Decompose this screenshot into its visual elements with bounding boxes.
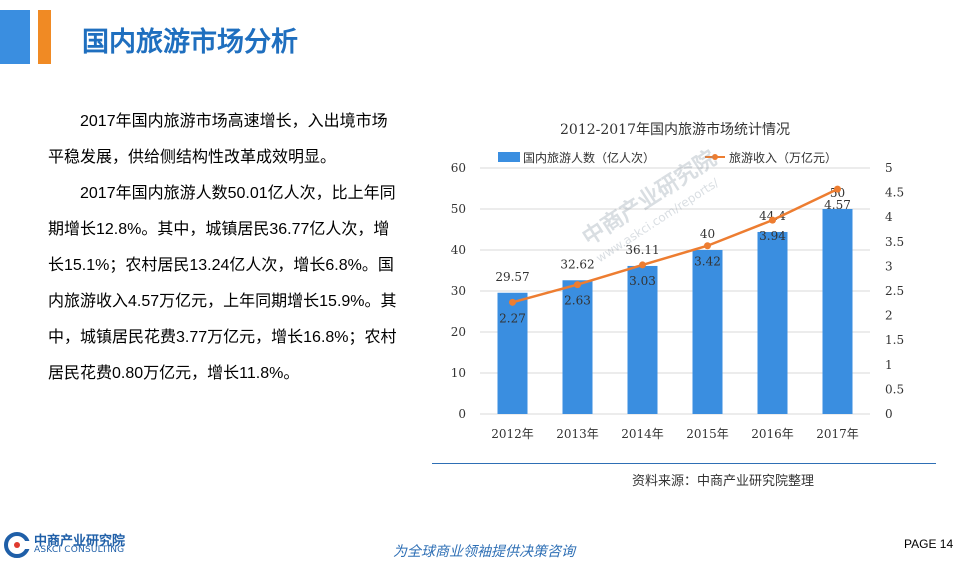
bar-value-label: 32.62 [560,257,594,271]
bar-value-label: 29.57 [495,270,529,284]
legend-swatch-bars [498,152,520,162]
y-right-tick-label: 5 [885,161,893,175]
line-point [769,216,776,224]
legend-label-line: 旅游收入（万亿元） [729,150,837,165]
bar-value-label: 50 [830,186,845,200]
paragraph-1: 2017年国内旅游市场高速增长，入出境市场平稳发展，供给侧结构性改革成效明显。 [48,113,388,166]
line-point [704,242,711,250]
y-left-tick-label: 20 [451,325,466,339]
y-right-tick-label: 2.5 [885,284,904,298]
revenue-line [512,188,839,304]
bar [627,265,658,414]
title-accent-orange [38,10,51,64]
y-right-tick-label: 3.5 [885,235,904,249]
y-right-tick-label: 0.5 [885,382,904,396]
line-value-label: 2.27 [499,311,526,325]
line-value-label: 4.57 [824,198,851,212]
logo-mark-icon [4,532,30,558]
bar [562,280,593,414]
line-value-label: 3.94 [759,229,786,243]
line-point [834,185,841,193]
chart-title: 2012-2017年国内旅游市场统计情况 [560,121,790,138]
line-value-label: 2.63 [564,294,591,308]
y-right-tick-label: 1 [885,358,893,372]
y-right-tick-label: 3 [885,259,893,273]
line-point [639,261,646,269]
line-point [509,298,516,306]
company-logo: 中商产业研究院 ASKCI CONSULTING [4,528,134,560]
legend-label-bars: 国内旅游人数（亿人次） [523,150,655,165]
y-right-tick-label: 4.5 [885,186,904,200]
line-value-label: 3.03 [629,274,656,288]
x-tick-label: 2012年 [491,427,534,441]
x-tick-label: 2016年 [751,427,794,441]
legend-marker-line [712,154,718,160]
y-left-tick-label: 40 [451,243,466,257]
logo-english: ASKCI CONSULTING [34,545,125,555]
y-right-tick-label: 1.5 [885,333,904,347]
logo-chinese: 中商产业研究院 [34,534,126,549]
chart-divider [432,463,936,464]
y-right-tick-label: 0 [885,407,893,421]
paragraph-2: 2017年国内旅游人数50.01亿人次，比上年同期增长12.8%。其中，城镇居民… [48,185,397,382]
title-accent-blue [0,10,30,64]
page-title: 国内旅游市场分析 [82,27,298,58]
bar-value-label: 44.4 [759,209,786,223]
y-left-tick-label: 60 [451,161,466,175]
chart: 2012-2017年国内旅游市场统计情况国内旅游人数（亿人次） 旅游收入（万亿元）… [430,112,940,442]
x-tick-label: 2017年 [816,427,859,441]
bar [497,292,528,414]
x-tick-label: 2014年 [621,427,664,441]
bar [757,231,788,414]
y-right-tick-label: 4 [885,210,893,224]
y-left-tick-label: 10 [451,366,466,380]
source-note: 资料来源：中商产业研究院整理 [632,474,815,489]
x-tick-label: 2015年 [686,427,729,441]
y-right-tick-label: 2 [885,309,893,323]
line-value-label: 3.42 [694,255,721,269]
body-text: 2017年国内旅游市场高速增长，入出境市场平稳发展，供给侧结构性改革成效明显。 … [48,104,400,392]
line-point [574,281,581,289]
y-left-tick-label: 50 [451,202,466,216]
page-number: PAGE 14 [904,537,954,551]
x-tick-label: 2013年 [556,427,599,441]
bar-value-label: 40 [700,227,715,241]
bar [692,250,723,414]
bar-value-label: 36.11 [625,243,659,257]
footer-slogan: 为全球商业领袖提供决策咨询 [393,544,575,560]
y-left-tick-label: 30 [451,284,466,298]
y-left-tick-label: 0 [458,407,466,421]
bar [822,209,853,414]
